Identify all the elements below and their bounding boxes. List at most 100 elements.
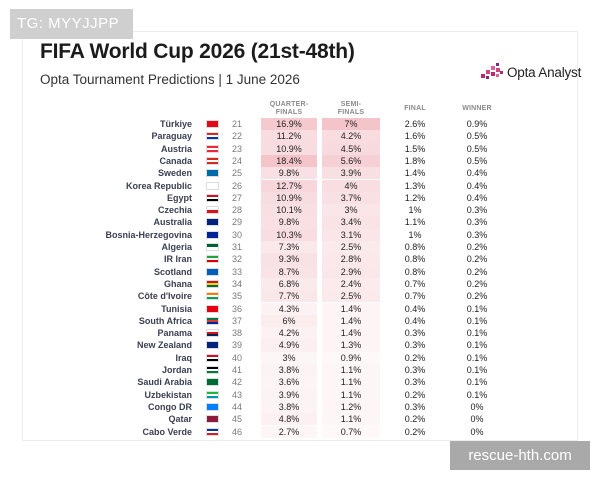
table-row: Egypt 27 10.9% 3.7% 1.2% 0.4% — [0, 191, 600, 205]
table-row: Australia 29 9.8% 3.4% 1.1% 0.3% — [0, 216, 600, 229]
final-cell: 0.3% — [404, 377, 426, 388]
semi-finals-cell: 2.9% — [322, 265, 380, 278]
final-cell: 1.4% — [404, 168, 426, 179]
table-row: Côte d'Ivoire 35 7.7% 2.5% 0.7% 0.2% — [0, 290, 600, 303]
team-name: Austria — [160, 143, 192, 154]
table-row: Canada 24 18.4% 5.6% 1.8% 0.5% — [0, 154, 600, 168]
team-name: Türkiye — [159, 119, 192, 129]
final-cell: 2.6% — [404, 119, 426, 129]
rank-number: 27 — [231, 192, 242, 203]
team-name: Congo DR — [148, 401, 192, 412]
table-row: Ghana 34 6.8% 2.4% 0.7% 0.2% — [0, 277, 600, 291]
flag-icon — [206, 181, 219, 190]
rank-number: 39 — [231, 340, 242, 351]
semi-finals-cell: 1.2% — [322, 400, 380, 414]
final-cell: 0.2% — [404, 414, 426, 425]
rank-number: 31 — [231, 242, 242, 252]
quarter-finals-cell: 9.8% — [261, 216, 317, 229]
rank-number: 28 — [231, 205, 242, 216]
semi-finals-cell: 3.1% — [322, 228, 380, 241]
team-name: Egypt — [166, 192, 192, 203]
final-cell: 1.1% — [404, 217, 426, 228]
final-cell: 0.2% — [404, 352, 426, 363]
table-row: Austria 23 10.9% 4.5% 1.5% 0.5% — [0, 142, 600, 155]
winner-cell: 0.1% — [466, 352, 488, 363]
team-name: Czechia — [157, 205, 192, 216]
team-name: Saudi Arabia — [137, 377, 192, 388]
final-cell: 1.6% — [404, 131, 426, 142]
flag-icon — [206, 353, 219, 362]
table-row: Algeria 31 7.3% 2.5% 0.8% 0.2% — [0, 241, 600, 254]
team-name: Cabo Verde — [142, 426, 192, 437]
col-header-semi-finals: SEMI- FINALS — [322, 101, 380, 117]
semi-finals-cell: 7% — [322, 118, 380, 131]
winner-cell: 0.5% — [466, 131, 488, 142]
flag-icon — [206, 329, 219, 338]
rank-number: 26 — [231, 180, 242, 191]
semi-finals-cell: 4.5% — [322, 142, 380, 155]
final-cell: 1% — [408, 205, 422, 216]
team-name: Uzbekistan — [144, 389, 192, 400]
final-cell: 1.2% — [404, 192, 426, 203]
winner-cell: 0.1% — [466, 377, 488, 388]
rank-number: 42 — [231, 377, 242, 388]
quarter-finals-cell: 7.7% — [261, 290, 317, 303]
team-name: Australia — [153, 217, 192, 228]
winner-cell: 0% — [470, 426, 484, 437]
winner-cell: 0.1% — [466, 315, 488, 326]
team-name: Bosnia-Herzegovina — [105, 229, 192, 240]
semi-finals-cell: 2.8% — [322, 253, 380, 266]
team-name: Paraguay — [151, 131, 192, 142]
quarter-finals-cell: 10.1% — [261, 204, 317, 217]
final-cell: 0.8% — [404, 242, 426, 252]
final-cell: 1.5% — [404, 143, 426, 154]
quarter-finals-cell: 4.9% — [261, 339, 317, 352]
flag-icon — [206, 144, 219, 153]
final-cell: 0.8% — [404, 266, 426, 277]
semi-finals-cell: 1.1% — [322, 364, 380, 377]
quarter-finals-cell: 10.9% — [261, 191, 317, 205]
flag-icon — [206, 366, 219, 374]
table-row: Türkiye 21 16.9% 7% 2.6% 0.9% — [0, 118, 600, 131]
winner-cell: 0.2% — [466, 291, 488, 302]
rank-number: 41 — [231, 365, 242, 375]
winner-cell: 0.2% — [466, 278, 488, 289]
winner-cell: 0% — [470, 401, 484, 412]
final-cell: 1.3% — [404, 180, 426, 191]
col-header-sf-line1: SEMI- — [340, 101, 362, 108]
final-cell: 0.3% — [404, 340, 426, 351]
rank-number: 22 — [231, 131, 242, 142]
table-row: Czechia 28 10.1% 3% 1% 0.3% — [0, 204, 600, 217]
semi-finals-cell: 1.4% — [322, 302, 380, 315]
team-name: Panama — [157, 328, 192, 339]
final-cell: 1.8% — [404, 155, 426, 166]
flag-icon — [206, 193, 219, 202]
winner-cell: 0.5% — [466, 143, 488, 154]
semi-finals-cell: 5.6% — [322, 154, 380, 168]
flag-icon — [206, 390, 219, 399]
quarter-finals-cell: 9.8% — [261, 167, 317, 180]
rank-number: 44 — [231, 401, 242, 412]
table-row: South Africa 37 6% 1.4% 0.4% 0.1% — [0, 314, 600, 328]
col-header-qf-line1: QUARTER- — [269, 101, 309, 108]
col-header-qf-line2: FINALS — [275, 109, 303, 116]
quarter-finals-cell: 6% — [261, 314, 317, 328]
final-cell: 0.4% — [404, 315, 426, 326]
winner-cell: 0.1% — [466, 365, 488, 375]
table-row: Korea Republic 26 12.7% 4% 1.3% 0.4% — [0, 179, 600, 192]
winner-cell: 0.1% — [466, 328, 488, 339]
team-name: Qatar — [168, 414, 192, 425]
table-row: Congo DR 44 3.8% 1.2% 0.3% 0% — [0, 400, 600, 414]
team-name: Tunisia — [161, 303, 192, 314]
semi-finals-cell: 1.3% — [322, 339, 380, 352]
team-name: Canada — [159, 155, 192, 166]
quarter-finals-cell: 10.3% — [261, 228, 317, 241]
rank-number: 21 — [231, 119, 242, 129]
final-cell: 0.3% — [404, 365, 426, 375]
table-row: Tunisia 36 4.3% 1.4% 0.4% 0.1% — [0, 302, 600, 315]
flag-icon — [206, 292, 219, 301]
flag-icon — [206, 316, 219, 325]
flag-icon — [206, 132, 219, 141]
table-row: Qatar 45 4.8% 1.1% 0.2% 0% — [0, 413, 600, 426]
opta-analyst-logo: Opta Analyst — [479, 62, 581, 82]
